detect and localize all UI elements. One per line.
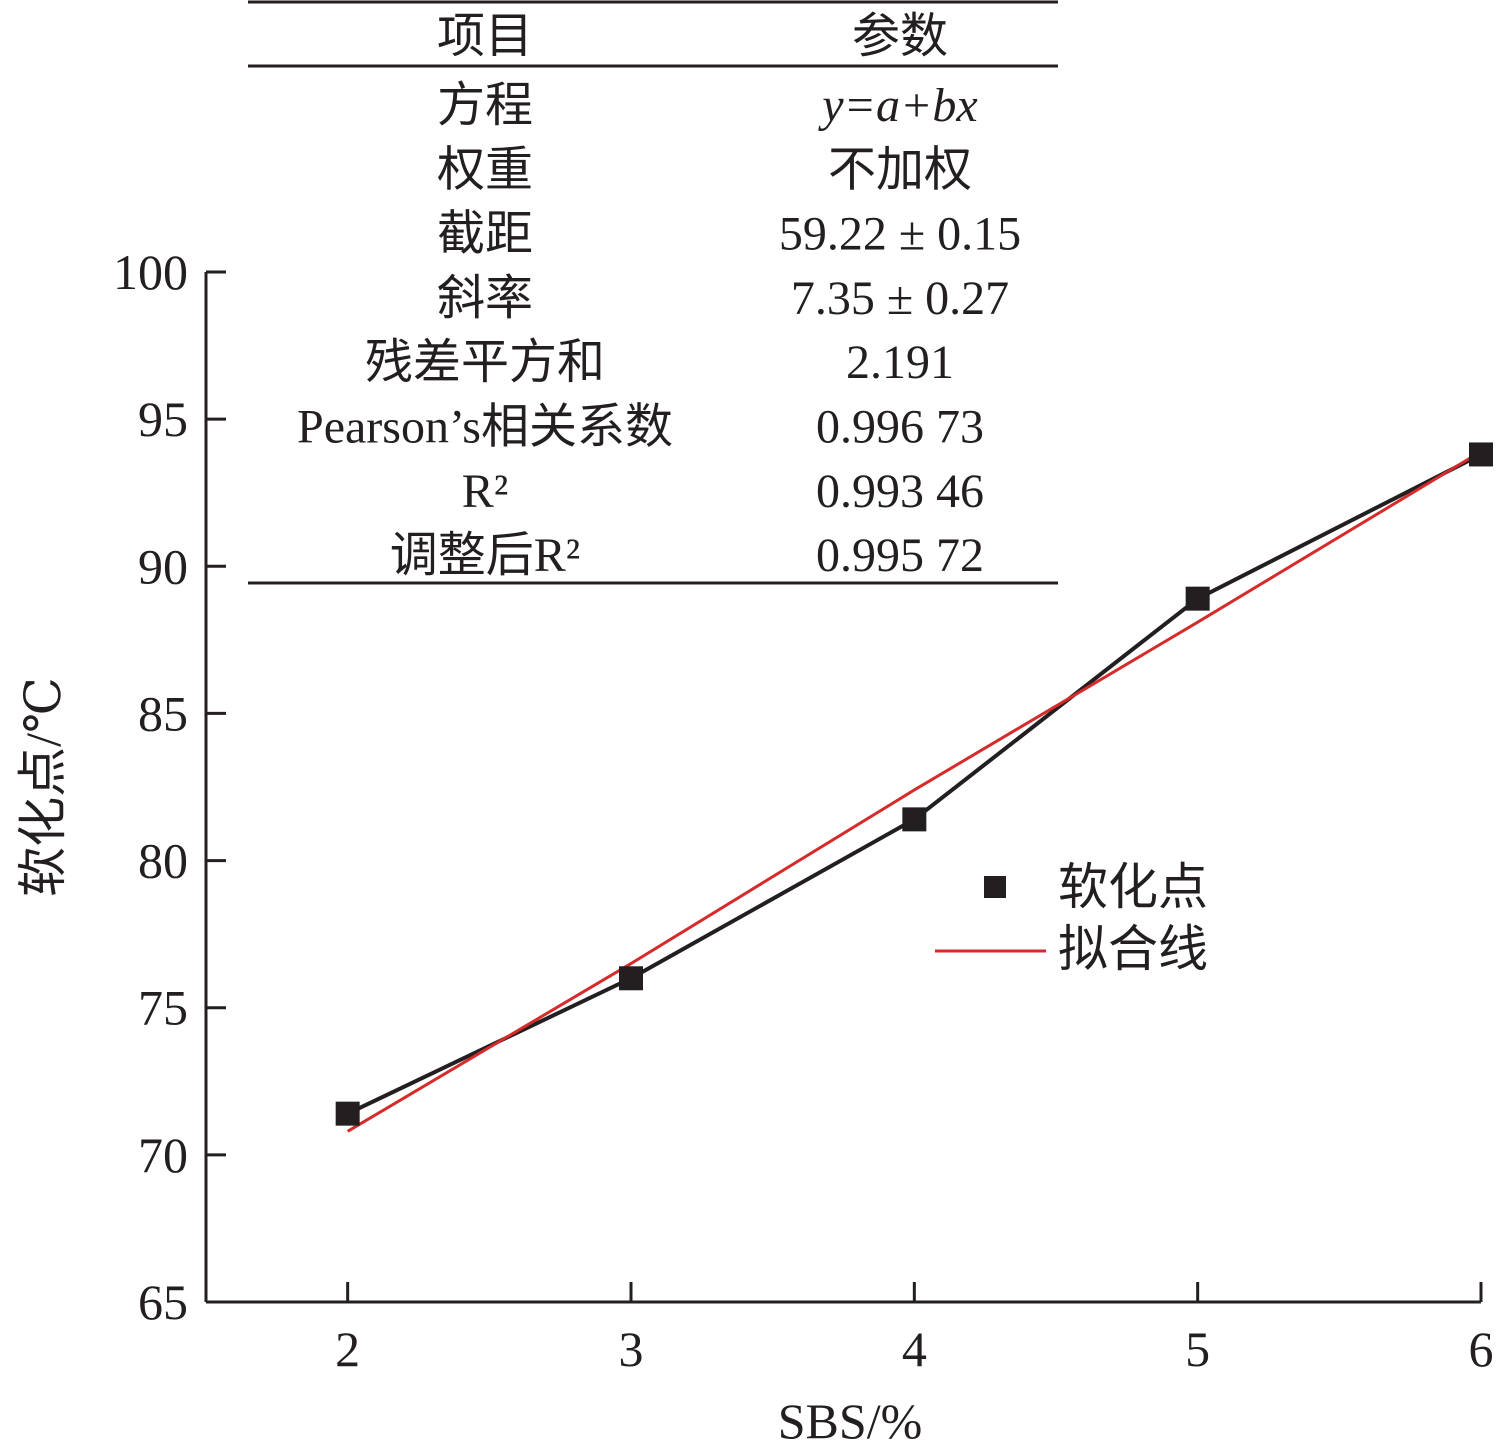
axes: [204, 272, 1481, 1304]
legend-label-softening-point: 软化点: [1058, 859, 1208, 915]
table-row-item: 残差平方和: [365, 336, 605, 389]
y-tick-label: 75: [138, 980, 188, 1036]
series-line-fit: [346, 450, 1482, 1133]
x-tick-label: 3: [619, 1321, 644, 1377]
y-tick-label: 80: [138, 833, 188, 889]
y-tick-label: 85: [138, 685, 188, 741]
data-point-softening-point: [1185, 586, 1210, 611]
x-tick-label: 4: [902, 1321, 927, 1377]
y-tick-label: 90: [138, 538, 188, 594]
table-row-param: 2.191: [846, 336, 954, 389]
table-row-item: 调整后R²: [390, 529, 580, 582]
table-header-item: 项目: [437, 10, 533, 63]
table-row-item: 斜率: [437, 272, 533, 325]
x-tick-label: 2: [335, 1321, 360, 1377]
y-tick-label: 95: [138, 391, 188, 447]
y-tick-label: 70: [138, 1127, 188, 1183]
table-row-param: 不加权: [828, 143, 972, 196]
y-axis-ticks: 65 70 75 80 85 90 95 100: [113, 244, 226, 1330]
table-row-param: 59.22 ± 0.15: [779, 208, 1021, 261]
table-row-param: 0.995 72: [816, 529, 984, 582]
x-tick-label: 6: [1469, 1321, 1494, 1377]
table-header-param: 参数: [852, 10, 948, 63]
data-point-softening-point: [619, 966, 643, 991]
y-axis-title: 软化点/℃: [15, 677, 71, 897]
table-row-item: R²: [462, 465, 508, 518]
table-row-item: 截距: [437, 208, 533, 261]
table-row-param: y=a+bx: [817, 79, 977, 132]
x-axis-ticks: 2 3 4 5 6: [335, 1282, 1494, 1377]
data-point-softening-point: [902, 807, 927, 832]
legend-marker-softening-point: [984, 876, 1006, 898]
y-tick-label: 65: [138, 1274, 188, 1330]
data-point-softening-point: [335, 1101, 360, 1126]
x-axis-title: SBS/%: [778, 1393, 923, 1449]
x-tick-label: 5: [1185, 1321, 1210, 1377]
table-row-item: 方程: [437, 79, 533, 132]
data-point-softening-point: [1469, 442, 1493, 467]
table-row-param: 0.993 46: [816, 465, 984, 518]
table-row-item: Pearson’s相关系数: [297, 401, 673, 454]
table-row-param: 0.996 73: [816, 401, 984, 454]
legend-label-fit: 拟合线: [1058, 921, 1208, 977]
legend: 软化点 拟合线: [935, 859, 1208, 977]
y-tick-label: 100: [113, 244, 188, 300]
table-row-item: 权重: [437, 143, 533, 196]
table-row-param: 7.35 ± 0.27: [791, 272, 1009, 325]
series-layer: [335, 442, 1493, 1133]
